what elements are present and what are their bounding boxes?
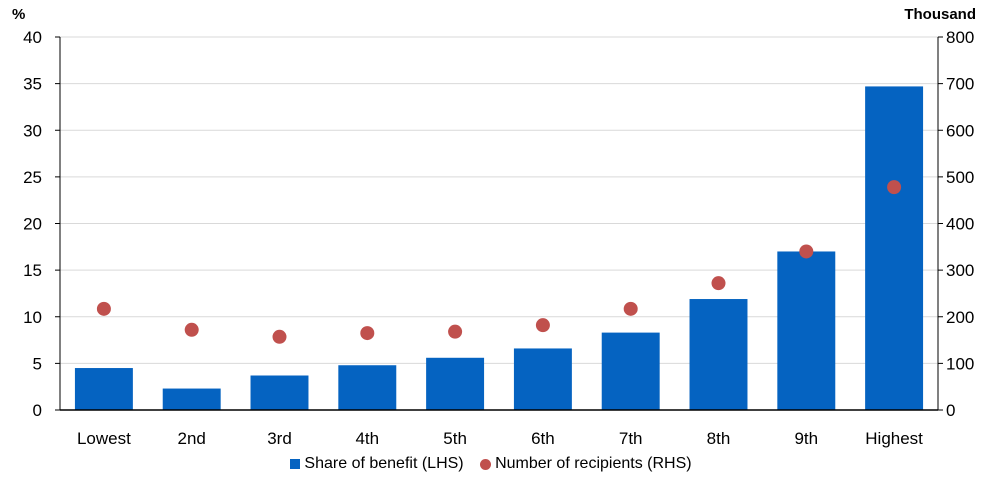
data-point <box>535 318 550 333</box>
data-point <box>184 322 199 337</box>
right-tick-label: 400 <box>946 215 974 234</box>
left-tick-label: 10 <box>23 308 42 327</box>
legend-item-share: Share of benefit (LHS) <box>290 455 464 473</box>
bar <box>689 299 748 410</box>
left-tick-label: 30 <box>23 121 42 140</box>
bar <box>777 251 836 410</box>
bar <box>865 86 924 411</box>
data-point <box>799 244 814 259</box>
right-tick-label: 700 <box>946 75 974 94</box>
left-tick-label: 15 <box>23 261 42 280</box>
bar-series <box>74 86 924 411</box>
category-label: Lowest <box>77 429 131 448</box>
bar <box>601 332 660 410</box>
category-label: 4th <box>355 429 379 448</box>
category-label: 9th <box>794 429 818 448</box>
legend-label-share: Share of benefit (LHS) <box>304 455 464 472</box>
data-point <box>448 324 463 339</box>
right-tick-label: 100 <box>946 354 974 373</box>
data-point <box>623 301 638 316</box>
data-point <box>711 276 726 291</box>
category-label: 6th <box>531 429 555 448</box>
left-tick-label: 5 <box>33 354 42 373</box>
legend-swatch-dot <box>480 458 492 470</box>
data-point <box>887 180 902 195</box>
bar <box>338 365 397 410</box>
left-tick-label: 25 <box>23 168 42 187</box>
legend-item-recipients: Number of recipients (RHS) <box>480 455 692 473</box>
right-tick-label: 300 <box>946 261 974 280</box>
category-label: 7th <box>619 429 643 448</box>
legend-label-recipients: Number of recipients (RHS) <box>495 455 692 472</box>
right-tick-label: 0 <box>946 401 955 420</box>
bar <box>513 348 572 410</box>
left-tick-label: 35 <box>23 75 42 94</box>
legend: Share of benefit (LHS) Number of recipie… <box>0 455 982 473</box>
right-tick-label: 600 <box>946 121 974 140</box>
left-tick-label: 40 <box>23 28 42 47</box>
left-axis-unit: % <box>12 6 26 23</box>
right-tick-label: 500 <box>946 168 974 187</box>
data-point <box>272 329 287 344</box>
category-label: 3rd <box>267 429 292 448</box>
category-label: 8th <box>707 429 731 448</box>
category-label: Highest <box>865 429 923 448</box>
right-tick-label: 800 <box>946 28 974 47</box>
axes <box>55 36 943 411</box>
category-label: 5th <box>443 429 467 448</box>
bar <box>162 388 221 410</box>
bar <box>426 357 485 410</box>
left-tick-label: 20 <box>23 215 42 234</box>
right-axis-unit: Thousand <box>904 6 976 23</box>
bar <box>250 375 309 410</box>
right-tick-labels: 0 100 200 300 400 500 600 700 800 <box>946 28 974 420</box>
legend-swatch-square <box>290 459 301 469</box>
data-point <box>96 301 111 316</box>
bar <box>74 368 133 410</box>
data-point <box>360 326 375 341</box>
right-tick-label: 200 <box>946 308 974 327</box>
category-labels: Lowest 2nd 3rd 4th 5th 6th 7th 8th 9th Highest <box>77 429 923 448</box>
scatter-series <box>96 180 902 344</box>
left-tick-labels: 0 5 10 15 20 25 30 35 40 <box>23 28 42 420</box>
left-tick-label: 0 <box>33 401 42 420</box>
category-label: 2nd <box>178 429 206 448</box>
